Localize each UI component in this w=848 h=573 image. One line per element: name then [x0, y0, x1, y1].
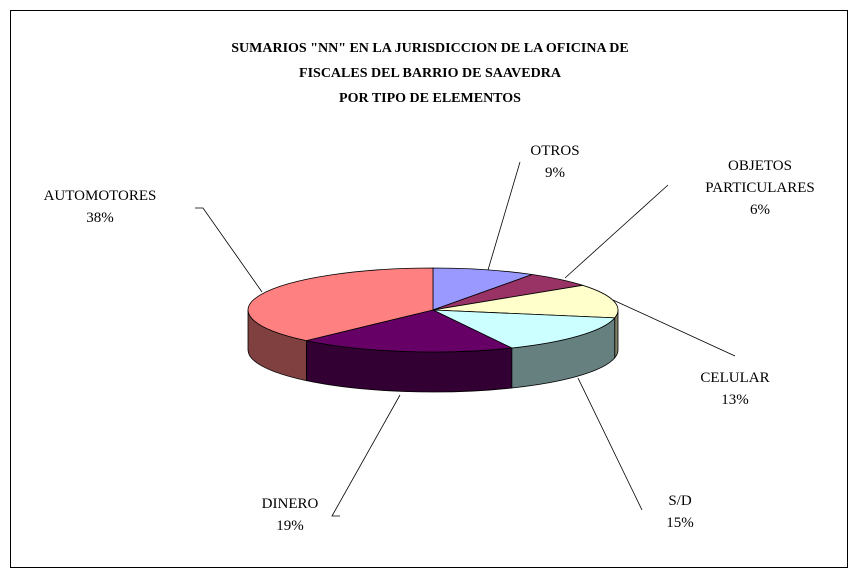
category-label: DINERO	[262, 496, 319, 512]
slice	[432, 284, 619, 319]
value-label: 13%	[721, 392, 749, 408]
chart-title: FISCALES DEL BARRIO DE SAAVEDRA	[299, 66, 562, 81]
leader-line	[612, 299, 736, 357]
slice	[247, 267, 434, 342]
value-label: 9%	[545, 165, 565, 181]
chart-title: POR TIPO DE ELEMENTOS	[339, 91, 521, 106]
value-label: 38%	[86, 210, 114, 226]
category-label: CELULAR	[700, 370, 769, 386]
category-label-line: OBJETOS	[728, 158, 792, 174]
value-label: 15%	[666, 515, 694, 531]
slice	[306, 309, 514, 353]
chart-title: SUMARIOS "NN" EN LA JURISDICCION DE LA O…	[231, 41, 629, 56]
category-label-line: PARTICULARES	[705, 180, 814, 196]
leader-line	[564, 184, 669, 279]
slice	[432, 267, 533, 311]
slice	[432, 309, 616, 349]
category-label: OBJETOS PARTICULARES	[705, 158, 814, 196]
category-label: OTROS	[530, 143, 579, 159]
value-label: 19%	[276, 518, 304, 534]
leader-line	[331, 394, 401, 517]
value-label: 6%	[750, 202, 770, 218]
leader-line	[195, 207, 263, 293]
leader-line	[487, 161, 521, 271]
category-label: AUTOMOTORES	[44, 188, 157, 204]
leader-line	[577, 377, 643, 511]
category-label: S/D	[668, 493, 692, 509]
